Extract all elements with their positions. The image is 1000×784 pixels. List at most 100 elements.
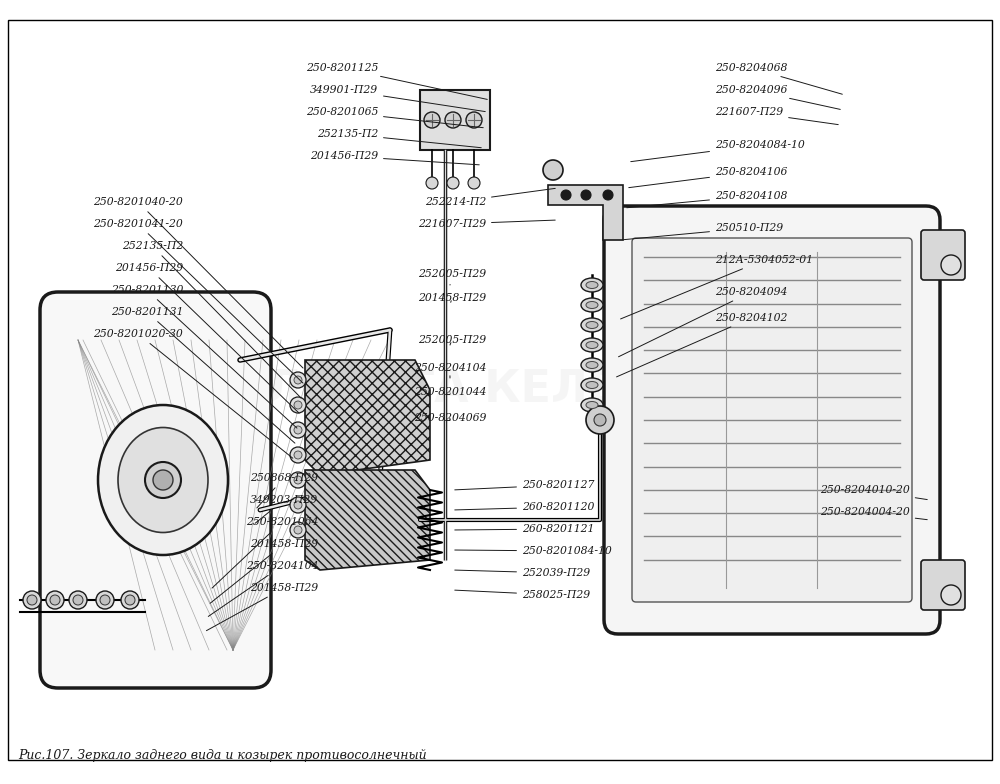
Text: 250510-П29: 250510-П29 [623,223,783,240]
Circle shape [447,177,459,189]
Text: 250-8204010-20: 250-8204010-20 [820,485,927,499]
Ellipse shape [586,302,598,308]
Text: 201458-П29: 201458-П29 [210,539,318,603]
Text: ПЛАНЕТА КЕЛЁ-ЗЯКА: ПЛАНЕТА КЕЛЁ-ЗЯКА [227,368,773,412]
Text: 250-8204094: 250-8204094 [618,287,787,357]
Text: 250-8204004-20: 250-8204004-20 [820,507,927,520]
Text: 258025-П29: 258025-П29 [455,590,590,600]
Ellipse shape [586,342,598,349]
Text: 250-8204102: 250-8204102 [617,313,787,377]
Circle shape [294,526,302,534]
Circle shape [290,447,306,463]
Text: Рис.107. Зеркало заднего вида и козырек противосолнечный: Рис.107. Зеркало заднего вида и козырек … [18,749,427,761]
Circle shape [290,497,306,513]
Circle shape [145,462,181,498]
Text: 250-8204096: 250-8204096 [715,85,840,110]
Circle shape [603,190,613,200]
Ellipse shape [581,358,603,372]
FancyBboxPatch shape [604,206,940,634]
Circle shape [290,522,306,538]
Ellipse shape [581,398,603,412]
Text: 201458-П29: 201458-П29 [418,293,486,303]
Circle shape [294,401,302,409]
Circle shape [50,595,60,605]
Circle shape [290,397,306,413]
Circle shape [294,376,302,384]
Circle shape [294,501,302,509]
Text: 250-8201084-10: 250-8201084-10 [455,546,612,556]
Circle shape [73,595,83,605]
Text: 212А-5304052-01: 212А-5304052-01 [621,255,813,319]
Circle shape [69,591,87,609]
Circle shape [153,470,173,490]
FancyBboxPatch shape [921,230,965,280]
Ellipse shape [581,298,603,312]
Ellipse shape [581,318,603,332]
Text: 250-8201131: 250-8201131 [111,307,295,443]
Text: 250-8204069: 250-8204069 [414,413,486,423]
Text: 250-8204068: 250-8204068 [715,63,842,94]
Text: 250868-П29: 250868-П29 [250,473,318,508]
FancyBboxPatch shape [921,560,965,610]
Text: 250-8201065: 250-8201065 [306,107,483,128]
Text: 250-8201040-20: 250-8201040-20 [93,197,303,368]
Circle shape [100,595,110,605]
Circle shape [290,422,306,438]
Text: 250-8204084-10: 250-8204084-10 [631,140,805,162]
Circle shape [445,112,461,128]
Circle shape [96,591,114,609]
Text: 250-8201127: 250-8201127 [455,480,594,490]
Text: 250-8201041-20: 250-8201041-20 [93,219,303,383]
Text: 252039-П29: 252039-П29 [455,568,590,578]
Ellipse shape [586,281,598,289]
Circle shape [594,414,606,426]
Circle shape [941,255,961,275]
Text: 252135-П2: 252135-П2 [122,241,301,398]
Circle shape [424,112,440,128]
Text: 252005-П29: 252005-П29 [418,335,486,345]
Text: 250-8204104: 250-8204104 [208,561,318,616]
Circle shape [46,591,64,609]
Circle shape [294,451,302,459]
Circle shape [581,190,591,200]
Circle shape [294,476,302,484]
Text: 252005-П29: 252005-П29 [418,269,486,285]
Polygon shape [548,185,623,240]
Ellipse shape [586,321,598,328]
Ellipse shape [98,405,228,555]
Text: 349901-П29: 349901-П29 [310,85,485,111]
Ellipse shape [586,361,598,368]
Text: 349203-П29: 349203-П29 [250,495,318,523]
Circle shape [290,372,306,388]
Circle shape [294,426,302,434]
Text: 201456-П29: 201456-П29 [115,263,299,413]
Ellipse shape [586,382,598,389]
Ellipse shape [581,338,603,352]
FancyBboxPatch shape [632,238,912,602]
Text: 201456-П29: 201456-П29 [310,151,479,165]
Polygon shape [305,360,430,475]
Circle shape [27,595,37,605]
Text: 250-8201044: 250-8201044 [414,387,486,397]
Text: 252135-П2: 252135-П2 [317,129,481,147]
Ellipse shape [581,278,603,292]
Circle shape [466,112,482,128]
Text: 221607-П29: 221607-П29 [418,219,555,229]
Text: 250-8201064: 250-8201064 [212,517,318,588]
Text: 201458-П29: 201458-П29 [206,583,318,630]
Circle shape [426,177,438,189]
Polygon shape [305,470,430,570]
Circle shape [121,591,139,609]
Text: 221607-П29: 221607-П29 [715,107,838,125]
Circle shape [561,190,571,200]
Circle shape [586,406,614,434]
Text: 260-8201120: 260-8201120 [455,502,594,512]
Ellipse shape [586,401,598,408]
Text: 260-8201121: 260-8201121 [455,524,594,534]
Circle shape [941,585,961,605]
Text: 250-8201020-30: 250-8201020-30 [93,329,293,459]
Text: 250-8201130: 250-8201130 [111,285,297,428]
Text: 250-8201125: 250-8201125 [306,63,487,100]
Circle shape [125,595,135,605]
Text: 250-8204108: 250-8204108 [627,191,787,208]
